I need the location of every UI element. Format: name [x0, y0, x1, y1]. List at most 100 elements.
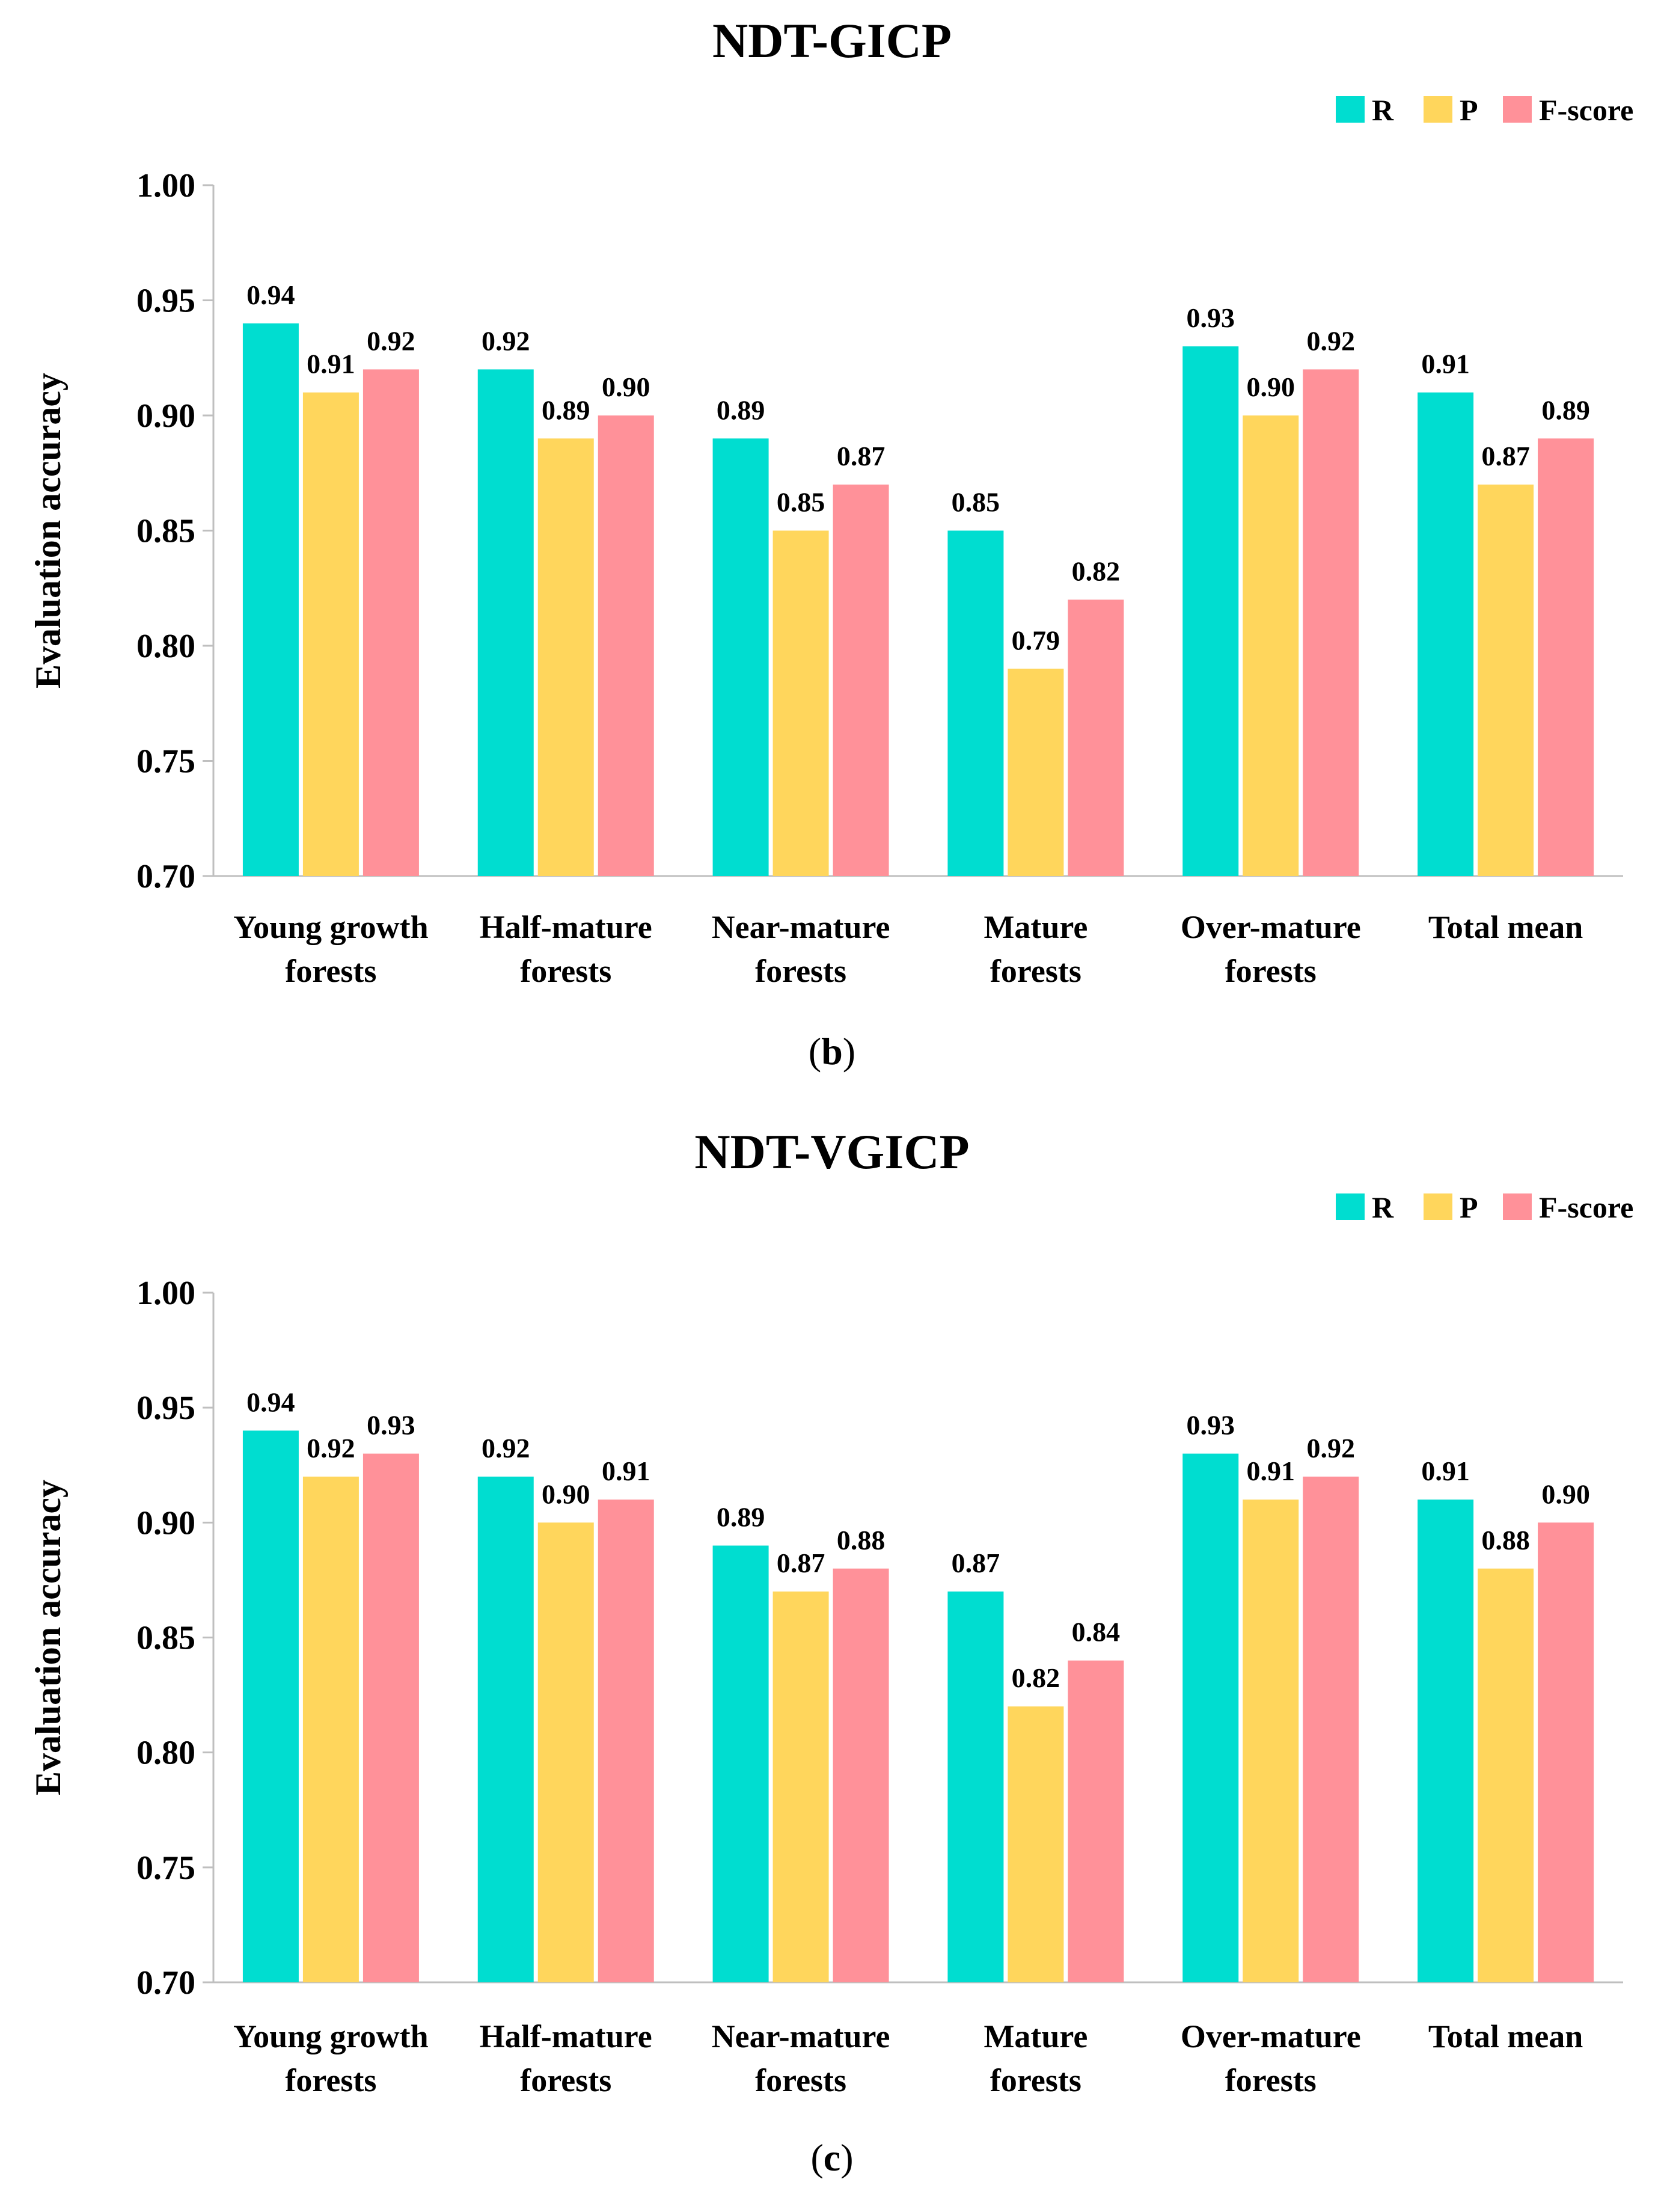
x-tick-label: forests	[990, 2062, 1081, 2098]
figure-caption: (b)	[809, 1030, 855, 1073]
y-tick-label: 0.80	[136, 628, 195, 665]
bar-f-score	[1538, 1522, 1594, 1982]
legend-label: R	[1372, 1190, 1394, 1224]
data-label: 0.79	[1012, 625, 1060, 655]
y-tick-label: 0.90	[136, 1504, 195, 1542]
y-tick-label: 0.75	[136, 743, 195, 780]
x-tick-label: Near-mature	[712, 909, 890, 945]
y-tick-label: 0.90	[136, 397, 195, 435]
data-label: 0.88	[1481, 1525, 1530, 1555]
data-label: 0.92	[367, 325, 415, 356]
y-tick-label: 0.75	[136, 1849, 195, 1887]
data-label: 0.94	[246, 1386, 295, 1417]
x-tick-label: forests	[1225, 2062, 1317, 2098]
legend-item-p: P	[1424, 93, 1478, 127]
y-tick-label: 0.70	[136, 1964, 195, 2002]
legend-item-p: P	[1424, 1190, 1478, 1224]
legend: R P F-score	[1336, 1190, 1633, 1224]
bar-f-score	[1068, 599, 1124, 876]
y-tick-label: 0.70	[136, 858, 195, 895]
data-label: 0.84	[1072, 1617, 1121, 1647]
bar-r	[1418, 1500, 1474, 1982]
bar-f-score	[1303, 369, 1359, 876]
data-label: 0.92	[482, 1433, 530, 1463]
bar-r	[712, 438, 769, 876]
bar-p	[1243, 1500, 1299, 1982]
x-tick-label: forests	[755, 953, 846, 989]
chart-ndt-gicp: NDT-GICP R P F-score 0.70 0.75 0.80 0.85 0.90 0.9…	[28, 13, 1633, 1073]
bar-f-score	[1303, 1476, 1359, 1982]
x-tick-label: Young growth	[233, 909, 429, 945]
legend-swatch	[1503, 96, 1532, 123]
data-label: 0.93	[1187, 302, 1235, 333]
legend-item-r: R	[1336, 1190, 1394, 1224]
data-label: 0.91	[1421, 349, 1470, 379]
data-label: 0.87	[837, 441, 886, 471]
bar-r	[1182, 1453, 1239, 1982]
bar-p	[1243, 415, 1299, 876]
data-label: 0.91	[1421, 1456, 1470, 1486]
y-tick-label: 0.95	[136, 1389, 195, 1427]
data-label: 0.87	[952, 1548, 1000, 1578]
y-tick-label: 0.85	[136, 513, 195, 550]
bar-r	[1418, 392, 1474, 876]
legend-item-f-score: F-score	[1503, 1190, 1633, 1224]
y-tick-label: 1.00	[136, 1275, 195, 1312]
x-tick-label: Half-mature	[480, 909, 652, 945]
x-tick-label: Young growth	[233, 2018, 429, 2054]
x-tick-label: Over-mature	[1181, 909, 1361, 945]
data-label: 0.93	[1187, 1410, 1235, 1441]
bar-p	[302, 392, 359, 876]
bar-f-score	[833, 484, 889, 876]
x-tick-label: forests	[285, 953, 376, 989]
bar-p	[1008, 669, 1064, 876]
data-label: 0.90	[542, 1478, 590, 1509]
legend-label: P	[1460, 93, 1478, 127]
legend-label: P	[1460, 1190, 1478, 1224]
data-label: 0.92	[1307, 325, 1356, 356]
y-axis-title: Evaluation accuracy	[28, 1480, 68, 1795]
data-label: 0.87	[1481, 441, 1530, 471]
data-label: 0.89	[717, 394, 765, 425]
bar-p	[302, 1476, 359, 1982]
x-tick-label: Mature	[983, 2018, 1087, 2054]
x-tick-label: forests	[520, 2062, 611, 2098]
data-label: 0.85	[777, 487, 825, 518]
data-label: 0.92	[307, 1433, 355, 1463]
chart-ndt-vgicp: NDT-VGICP R P F-score 0.70 0.75 0.80 0.85 0.90 0.…	[28, 1124, 1633, 2179]
chart-title: NDT-GICP	[712, 13, 952, 68]
bar-f-score	[598, 1500, 654, 1982]
x-tick-label: forests	[520, 953, 611, 989]
bar-p	[772, 530, 829, 876]
legend-swatch	[1503, 1193, 1532, 1220]
data-label: 0.90	[1247, 372, 1295, 402]
legend-label: F-score	[1539, 1190, 1633, 1224]
bar-p	[1008, 1706, 1064, 1982]
legend: R P F-score	[1336, 93, 1633, 127]
bar-f-score	[362, 369, 419, 876]
bar-f-score	[362, 1453, 419, 1982]
bar-r	[947, 1592, 1004, 1982]
data-label: 0.90	[1541, 1478, 1590, 1509]
y-tick-label: 0.80	[136, 1735, 195, 1772]
bar-f-score	[833, 1568, 889, 1982]
bar-f-score	[1538, 438, 1594, 876]
x-tick-label: Over-mature	[1181, 2018, 1361, 2054]
data-label: 0.92	[482, 325, 530, 356]
legend-item-r: R	[1336, 93, 1394, 127]
legend-item-f-score: F-score	[1503, 93, 1633, 127]
bar-p	[537, 1522, 594, 1982]
data-label: 0.85	[952, 487, 1000, 518]
bar-r	[477, 369, 534, 876]
data-label: 0.94	[246, 280, 295, 310]
legend-swatch	[1336, 1193, 1365, 1220]
x-tick-label: forests	[755, 2062, 846, 2098]
bar-p	[1478, 484, 1534, 876]
bar-p	[537, 438, 594, 876]
bar-f-score	[1068, 1660, 1124, 1982]
data-label: 0.89	[717, 1502, 765, 1533]
legend-swatch	[1336, 96, 1365, 123]
data-label: 0.89	[542, 394, 590, 425]
x-tick-label: Total mean	[1428, 909, 1583, 945]
x-tick-label: forests	[990, 953, 1081, 989]
